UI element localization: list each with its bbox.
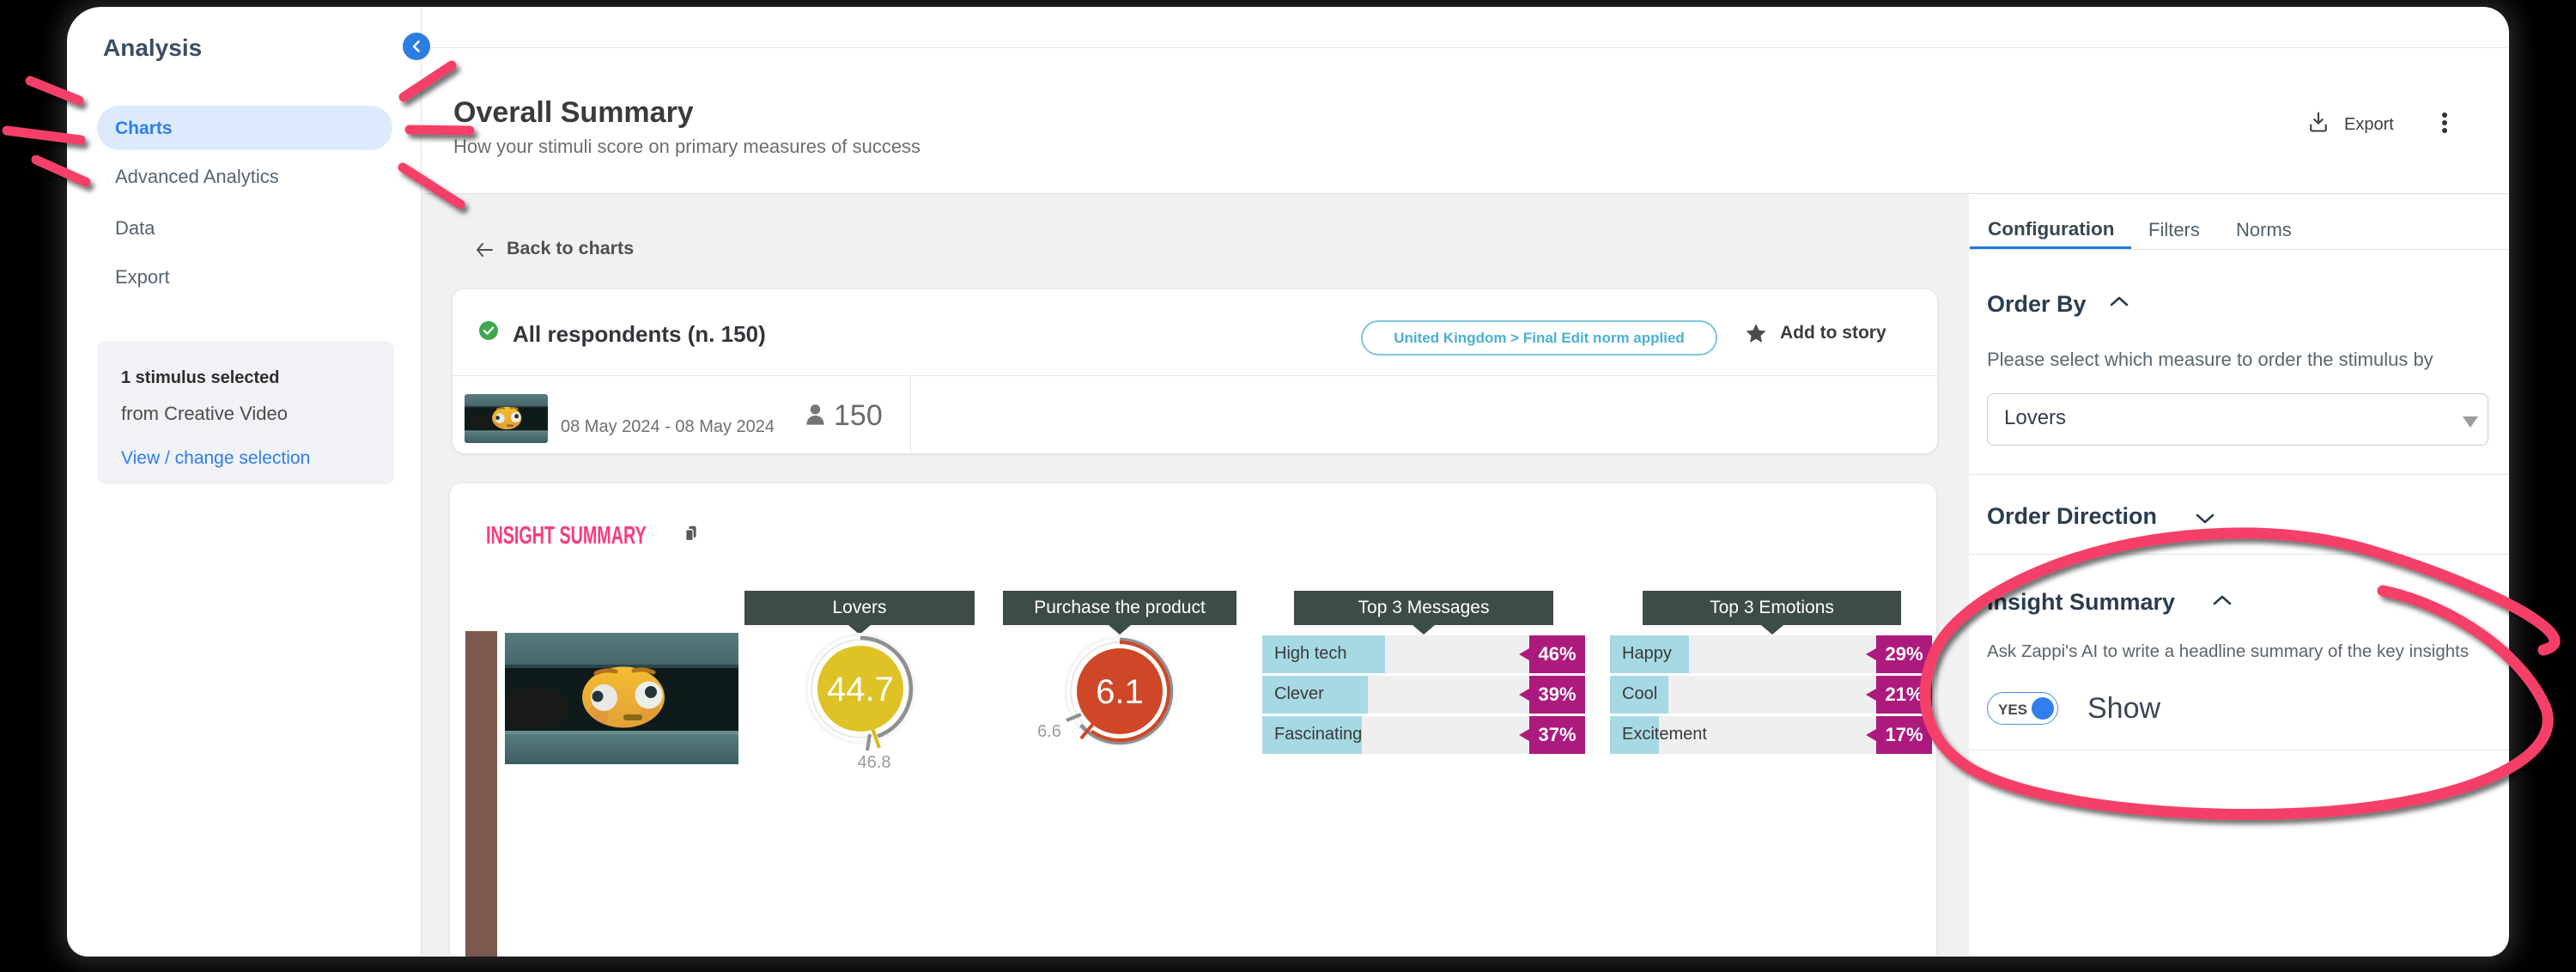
svg-text:44.7: 44.7: [827, 671, 894, 708]
svg-text:46.8: 46.8: [858, 753, 891, 772]
svg-text:6.1: 6.1: [1096, 673, 1144, 711]
svg-text:6.6: 6.6: [1037, 722, 1061, 741]
